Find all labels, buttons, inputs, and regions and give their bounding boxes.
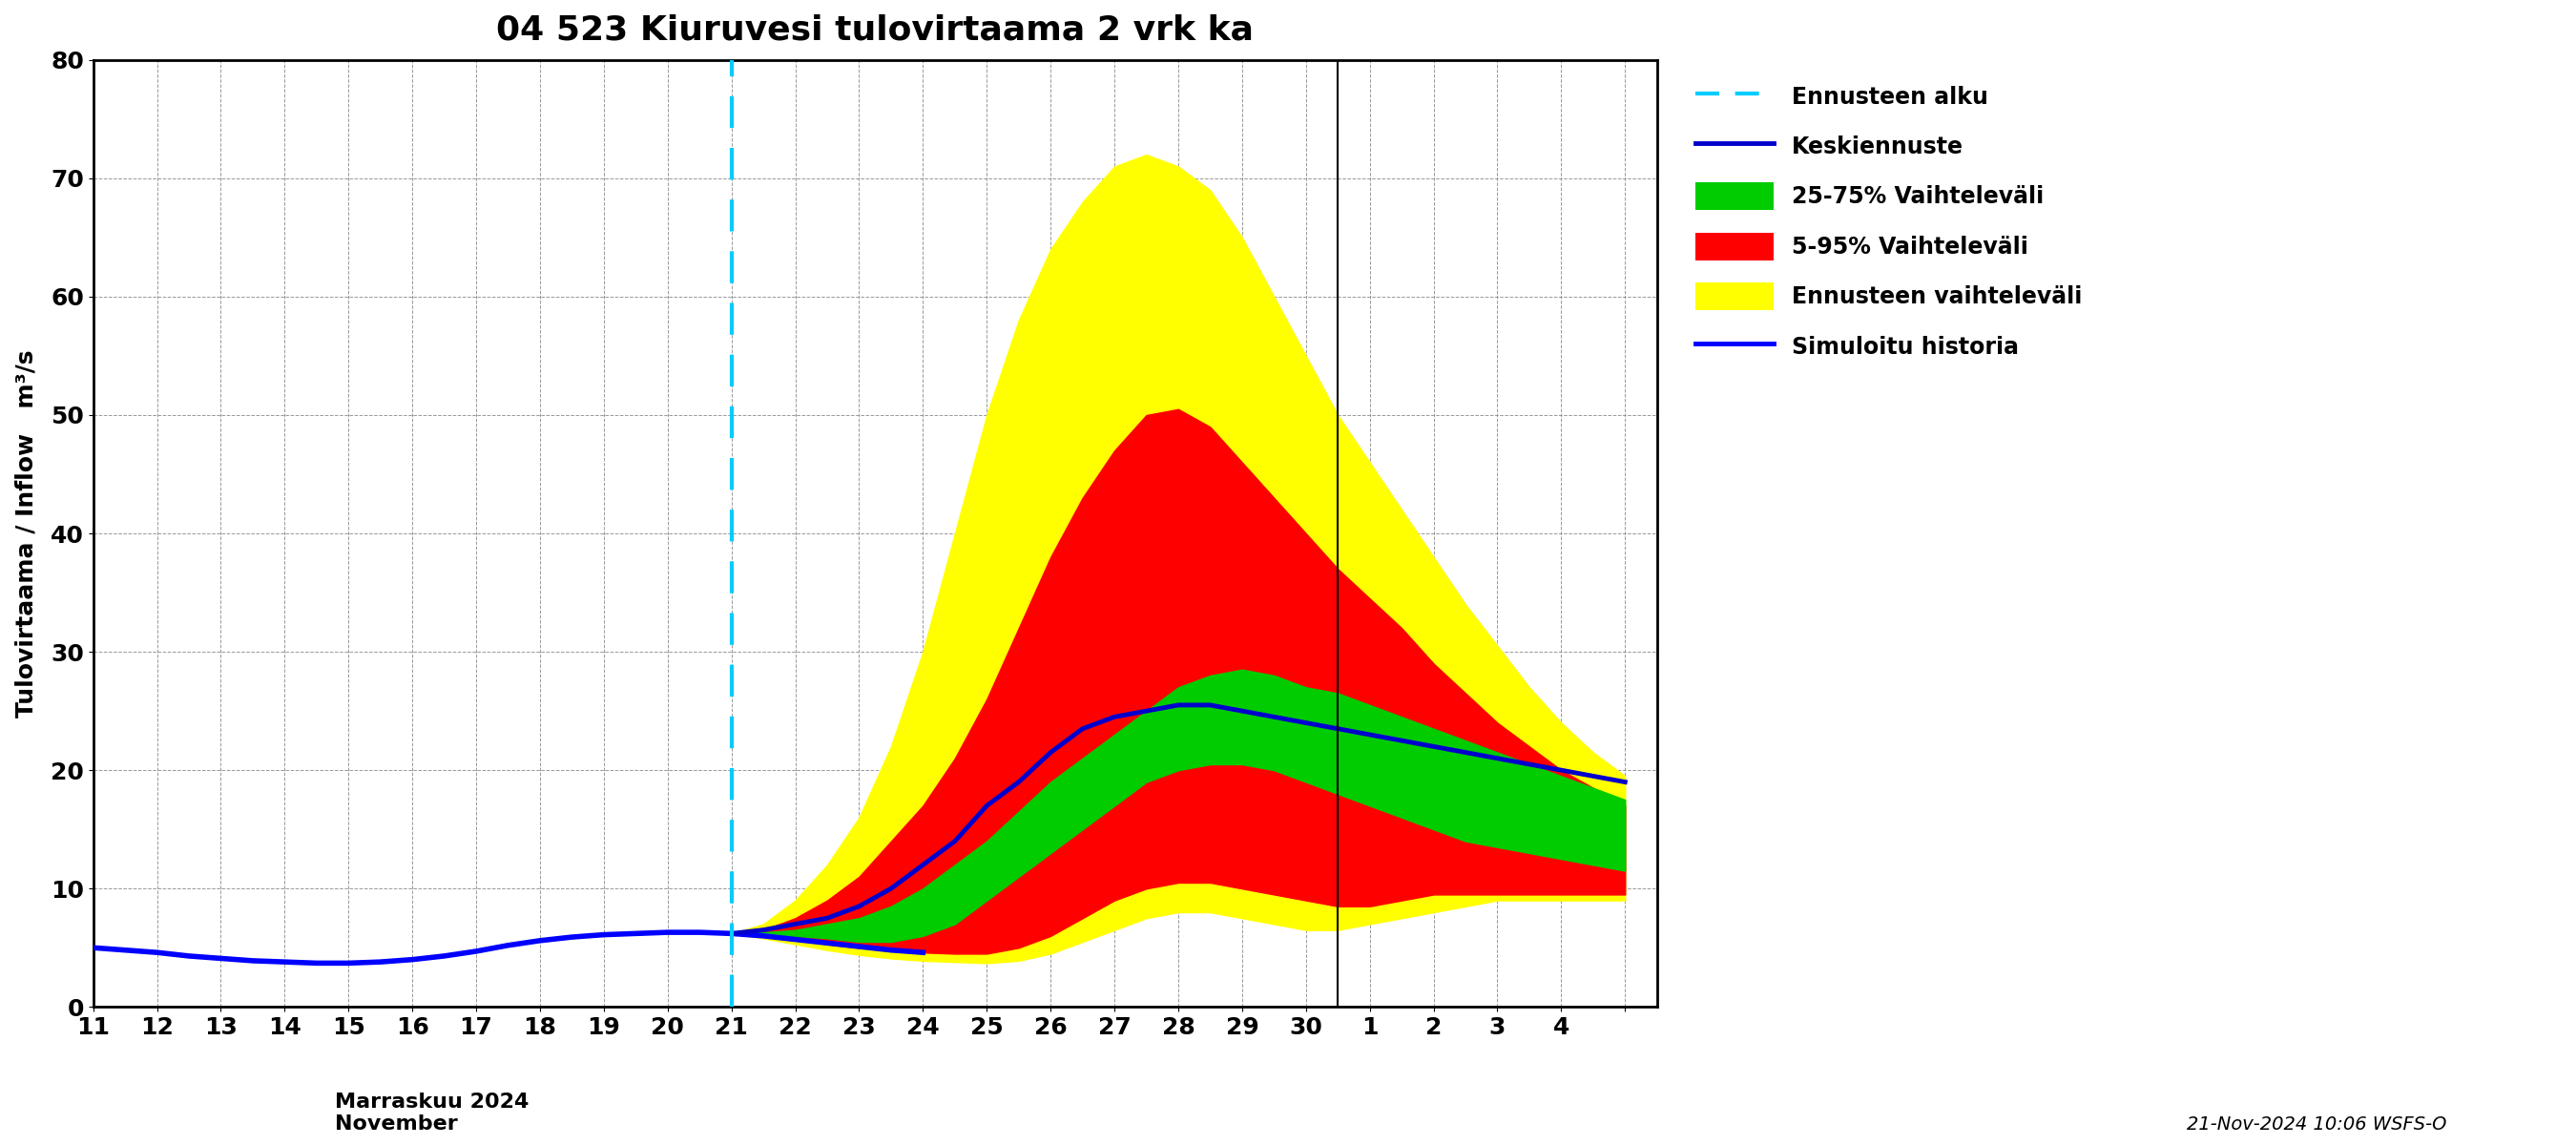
Title: 04 523 Kiuruvesi tulovirtaama 2 vrk ka: 04 523 Kiuruvesi tulovirtaama 2 vrk ka	[497, 14, 1255, 47]
Y-axis label: Tulovirtaama / Inflow   m³/s: Tulovirtaama / Inflow m³/s	[15, 349, 36, 718]
Text: Marraskuu 2024
November: Marraskuu 2024 November	[335, 1092, 528, 1134]
Text: 21-Nov-2024 10:06 WSFS-O: 21-Nov-2024 10:06 WSFS-O	[2187, 1115, 2447, 1134]
Legend: Ennusteen alku, Keskiennuste, 25-75% Vaihteleväli, 5-95% Vaihteleväli, Ennusteen: Ennusteen alku, Keskiennuste, 25-75% Vai…	[1685, 71, 2094, 371]
